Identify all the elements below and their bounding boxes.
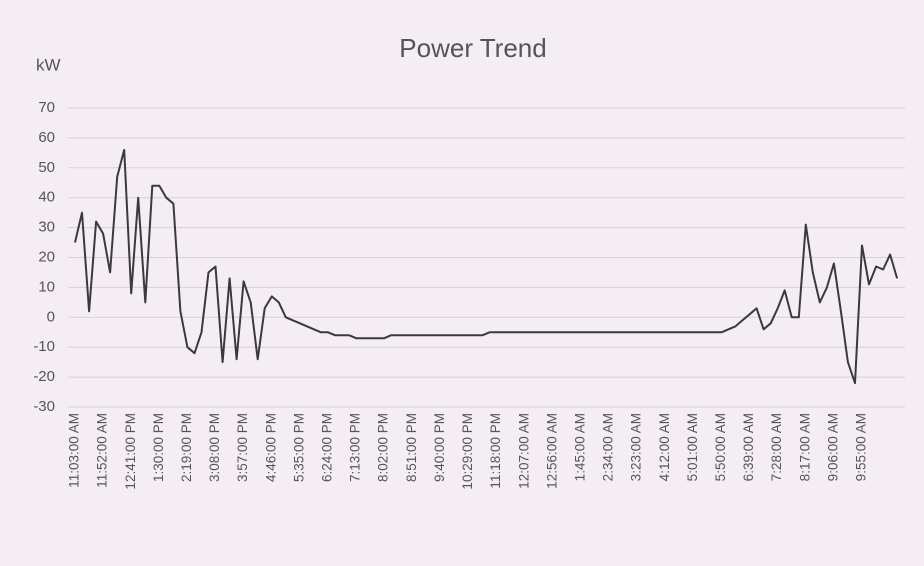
- y-tick-label: 20: [38, 248, 55, 265]
- x-tick-label: 4:46:00 PM: [263, 413, 278, 482]
- y-tick-label: 70: [38, 99, 55, 116]
- x-tick-label: 6:39:00 AM: [741, 413, 756, 481]
- x-tick-label: 7:28:00 AM: [769, 413, 784, 481]
- chart-title: Power Trend: [399, 33, 546, 63]
- x-tick-label: 8:51:00 PM: [404, 413, 419, 482]
- x-tick-label: 12:56:00 AM: [544, 413, 559, 489]
- x-tick-label: 5:50:00 AM: [713, 413, 728, 481]
- y-tick-label: -10: [33, 338, 55, 355]
- y-tick-label: -30: [33, 398, 55, 415]
- x-tick-label: 12:41:00 PM: [123, 413, 138, 490]
- y-tick-label: -20: [33, 368, 55, 385]
- data-line: [74, 148, 899, 385]
- x-tick-label: 3:57:00 PM: [235, 413, 250, 482]
- y-tick-label: 50: [38, 159, 55, 176]
- y-tick-label: 40: [38, 189, 55, 206]
- x-tick-label: 2:19:00 PM: [179, 413, 194, 482]
- x-tick-label: 10:29:00 PM: [460, 413, 475, 490]
- x-tick-label: 3:08:00 PM: [207, 413, 222, 482]
- x-tick-label: 4:12:00 AM: [657, 413, 672, 481]
- x-tick-label: 8:02:00 PM: [376, 413, 391, 482]
- y-tick-label: 30: [38, 219, 55, 236]
- y-tick-label: 0: [47, 308, 55, 325]
- x-tick-label: 7:13:00 PM: [348, 413, 363, 482]
- x-tick-label: 1:45:00 AM: [572, 413, 587, 481]
- x-tick-label: 5:35:00 PM: [291, 413, 306, 482]
- x-tick-label: 1:30:00 PM: [151, 413, 166, 482]
- x-tick-label: 5:01:00 AM: [685, 413, 700, 481]
- x-tick-label: 9:40:00 PM: [432, 413, 447, 482]
- x-tick-label: 8:17:00 AM: [797, 413, 812, 481]
- x-tick-label: 11:03:00 AM: [67, 413, 82, 488]
- x-tick-label: 11:18:00 PM: [488, 413, 503, 489]
- x-tick-label: 6:24:00 PM: [320, 413, 335, 482]
- x-tick-label: 11:52:00 AM: [95, 413, 110, 488]
- y-tick-label: 10: [38, 278, 55, 295]
- x-tick-label: 9:06:00 AM: [825, 413, 840, 481]
- x-tick-label: 3:23:00 AM: [629, 413, 644, 481]
- y-tick-label: 60: [38, 129, 55, 146]
- y-axis-label: kW: [36, 55, 61, 74]
- x-tick-label: 12:07:00 AM: [516, 413, 531, 489]
- x-tick-label: 9:55:00 AM: [854, 413, 869, 481]
- x-tick-label: 2:34:00 AM: [601, 413, 616, 481]
